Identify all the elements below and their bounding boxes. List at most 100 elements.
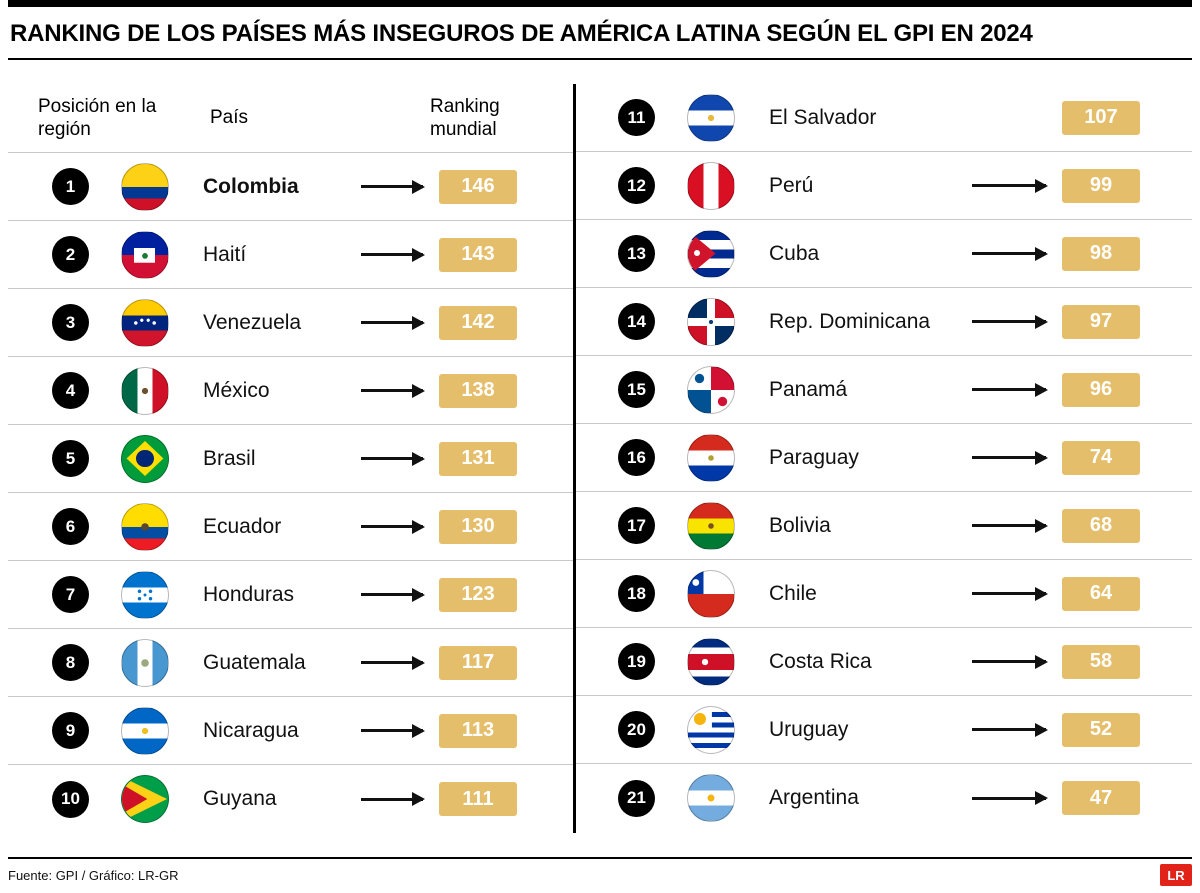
venezuela-flag-icon: [121, 298, 169, 347]
position-badge: 20: [618, 711, 655, 748]
right-column: 11 El Salvador 107 12 Perú 99 13 Cuba 98…: [576, 84, 1192, 833]
haiti-flag-icon: [121, 230, 169, 279]
position-badge: 17: [618, 507, 655, 544]
country-name: Costa Rica: [769, 649, 872, 673]
left-column: Posición en la región País Ranking mundi…: [8, 84, 573, 833]
argentina-flag-icon: [687, 774, 735, 822]
world-ranking-badge: 130: [439, 509, 517, 544]
position-badge: 14: [618, 303, 655, 340]
arrow-icon: [972, 252, 1046, 255]
country-name: Guatemala: [203, 650, 306, 674]
dominicana-flag-icon: [687, 297, 735, 346]
world-ranking-badge: 98: [1062, 236, 1140, 271]
panama-flag-icon: [687, 365, 735, 414]
arrow-icon: [361, 525, 423, 528]
country-name: Chile: [769, 581, 817, 605]
arrow-icon: [972, 524, 1046, 527]
ranking-row: 11 El Salvador 107: [576, 84, 1192, 152]
country-name: Perú: [769, 173, 814, 197]
world-ranking-badge: 64: [1062, 576, 1140, 611]
world-ranking-badge: 131: [439, 441, 517, 476]
header-position: Posición en la región: [38, 95, 157, 140]
position-badge: 2: [52, 236, 89, 273]
country-name: México: [203, 378, 270, 402]
world-ranking-badge: 117: [439, 645, 517, 680]
bolivia-flag-icon: [687, 501, 735, 550]
ranking-row: 14 Rep. Dominicana 97: [576, 288, 1192, 356]
arrow-icon: [361, 797, 423, 801]
ranking-row: 2 Haití 143: [8, 221, 573, 289]
position-badge: 21: [618, 779, 655, 817]
arrow-icon: [361, 593, 423, 596]
country-name: Paraguay: [769, 445, 859, 469]
position-badge: 18: [618, 575, 655, 612]
position-badge: 19: [618, 643, 655, 680]
country-name: Panamá: [769, 377, 848, 401]
position-badge: 16: [618, 439, 655, 476]
position-badge: 9: [52, 712, 89, 749]
arrow-icon: [972, 184, 1046, 187]
position-badge: 3: [52, 304, 89, 341]
nicaragua-flag-icon: [121, 706, 169, 755]
ranking-row: 18 Chile 64: [576, 560, 1192, 628]
world-ranking-badge: 47: [1062, 781, 1140, 815]
ranking-columns: Posición en la región País Ranking mundi…: [8, 84, 1192, 833]
chile-flag-icon: [687, 569, 735, 618]
position-badge: 13: [618, 235, 655, 272]
arrow-icon: [972, 660, 1046, 663]
country-name: El Salvador: [769, 105, 877, 129]
country-name: Nicaragua: [203, 718, 299, 742]
guyana-flag-icon: [121, 775, 169, 823]
position-badge: 7: [52, 576, 89, 613]
country-name: Argentina: [769, 786, 859, 809]
position-badge: 11: [618, 99, 655, 136]
arrow-icon: [361, 457, 423, 460]
cuba-flag-icon: [687, 229, 735, 278]
country-name: Rep. Dominicana: [769, 309, 931, 333]
right-rows: 11 El Salvador 107 12 Perú 99 13 Cuba 98…: [576, 84, 1192, 832]
arrow-icon: [361, 389, 423, 392]
arrow-icon: [361, 253, 423, 256]
arrow-icon: [361, 185, 423, 188]
footer: Fuente: GPI / Gráfico: LR-GR LR: [8, 857, 1192, 893]
colombia-flag-icon: [121, 162, 169, 211]
ranking-row: 13 Cuba 98: [576, 220, 1192, 288]
costa-rica-flag-icon: [687, 637, 735, 686]
ranking-row: 8 Guatemala 117: [8, 629, 573, 697]
position-badge: 10: [52, 780, 89, 818]
ranking-row: 15 Panamá 96: [576, 356, 1192, 424]
world-ranking-badge: 123: [439, 577, 517, 612]
column-headers: Posición en la región País Ranking mundi…: [8, 84, 573, 153]
arrow-icon: [361, 321, 423, 324]
uruguay-flag-icon: [687, 705, 735, 754]
ranking-row: 5 Brasil 131: [8, 425, 573, 493]
world-ranking-badge: 97: [1062, 304, 1140, 339]
world-ranking-badge: 143: [439, 237, 517, 272]
ranking-row: 7 Honduras 123: [8, 561, 573, 629]
paraguay-flag-icon: [687, 433, 735, 482]
header-world-ranking: Ranking mundial: [430, 95, 500, 140]
ranking-row: 16 Paraguay 74: [576, 424, 1192, 492]
country-name: Cuba: [769, 241, 820, 265]
country-name: Brasil: [203, 446, 256, 470]
country-name: Haití: [203, 242, 247, 266]
country-name: Venezuela: [203, 310, 302, 334]
guatemala-flag-icon: [121, 638, 169, 687]
position-badge: 1: [52, 168, 89, 205]
arrow-icon: [361, 729, 423, 732]
title-bar: RANKING DE LOS PAÍSES MÁS INSEGUROS DE A…: [8, 0, 1192, 60]
ranking-row: 17 Bolivia 68: [576, 492, 1192, 560]
arrow-icon: [972, 320, 1046, 323]
ranking-row: 9 Nicaragua 113: [8, 697, 573, 765]
header-country: País: [210, 107, 249, 129]
position-badge: 12: [618, 167, 655, 204]
position-badge: 5: [52, 440, 89, 477]
column-divider: [573, 84, 576, 833]
country-name: Honduras: [203, 582, 295, 606]
country-name: Uruguay: [769, 717, 849, 741]
position-badge: 15: [618, 371, 655, 408]
lr-logo: LR: [1160, 864, 1192, 886]
peru-flag-icon: [687, 161, 735, 210]
mexico-flag-icon: [121, 366, 169, 415]
